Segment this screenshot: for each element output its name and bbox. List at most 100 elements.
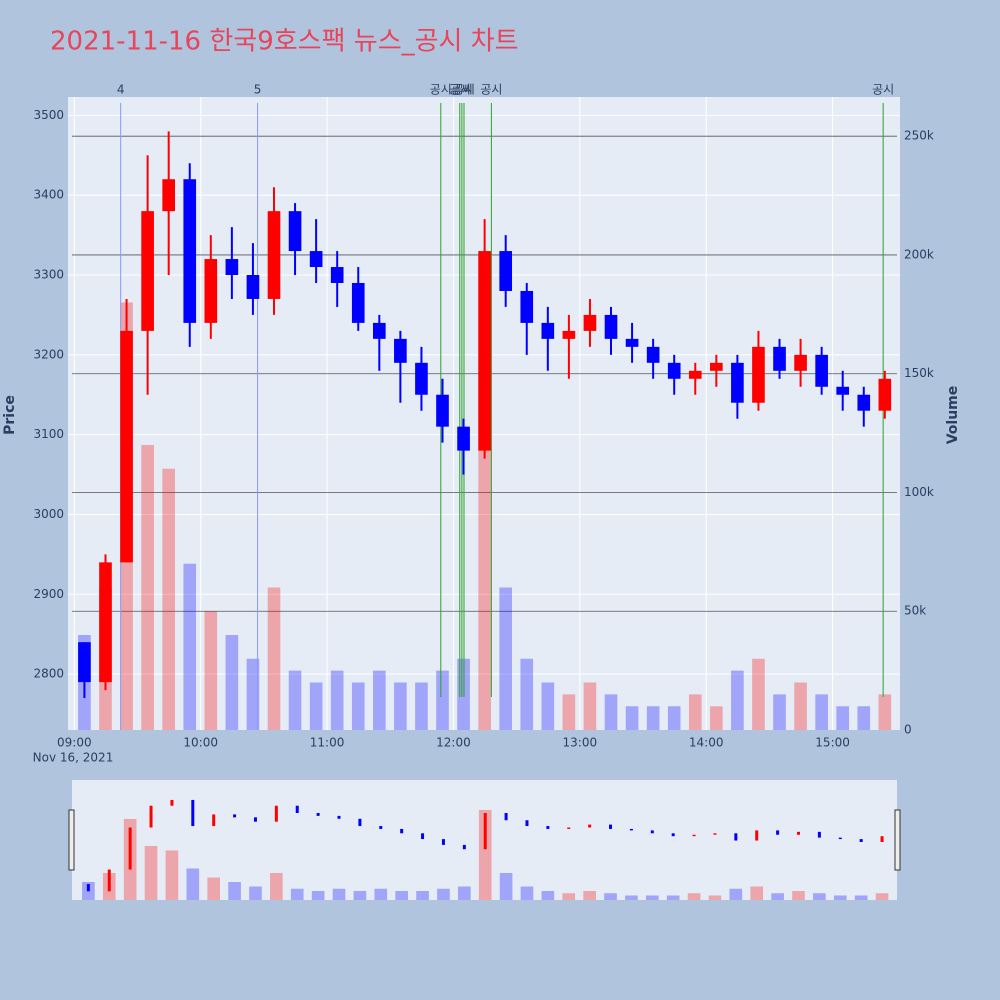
y2-tick-label: 50k [904, 604, 926, 618]
mini-volume-bar [771, 893, 784, 900]
mini-volume-bar [562, 893, 576, 900]
y2-tick-label: 100k [904, 485, 934, 499]
volume-bar [183, 563, 197, 730]
mini-volume-bar [353, 890, 367, 900]
y2-tick-label: 250k [904, 129, 934, 143]
volume-bar [520, 658, 534, 730]
mini-volume-bar [750, 886, 764, 900]
candle-body [878, 378, 892, 411]
candle-body [583, 314, 597, 331]
mini-volume-bar [875, 893, 889, 900]
mini-volume-bar [666, 895, 680, 900]
volume-bar [625, 706, 639, 730]
volume-bar [499, 587, 513, 730]
mini-volume-bar [416, 890, 429, 900]
range-handle[interactable] [68, 809, 75, 871]
annotation-label: 공시 [480, 83, 502, 97]
annotation-label: 공시 [430, 83, 452, 97]
mini-volume-bar [708, 895, 722, 900]
volume-bar [394, 682, 407, 730]
candle-body [309, 251, 323, 268]
annotation-label: 5 [254, 83, 262, 97]
candle-body [351, 282, 365, 323]
volume-bar [330, 670, 344, 730]
volume-bar [415, 682, 428, 730]
mini-volume-bar [687, 893, 701, 900]
mini-volume-bar [290, 888, 304, 900]
candle-body [330, 267, 344, 283]
candle-body [78, 642, 91, 683]
y2-tick-label: 0 [904, 723, 912, 737]
candle-body [541, 322, 555, 339]
volume-bar [604, 694, 618, 730]
annotation-label: 공시 [449, 83, 471, 97]
y-tick-label: 3100 [33, 427, 64, 441]
mini-volume-bar [625, 895, 638, 900]
y2-tick-label: 200k [904, 247, 934, 261]
volume-bar [267, 587, 281, 730]
volume-bar [288, 670, 302, 730]
mini-volume-bar [186, 868, 200, 900]
volume-bar [688, 694, 702, 730]
candle-body [667, 362, 681, 379]
candle-body [688, 370, 702, 379]
volume-bar [878, 694, 892, 730]
mini-volume-bar [813, 893, 826, 900]
x-tick-label: 12:00 [436, 736, 471, 750]
y-tick-label: 3400 [33, 188, 64, 202]
mini-volume-bar [729, 888, 743, 900]
candle-body [499, 251, 513, 291]
annotation-label: 공시 [451, 83, 473, 97]
candle-body [604, 314, 618, 339]
candle-body [183, 179, 197, 323]
mini-volume-bar [458, 886, 471, 900]
mini-volume-bar [520, 886, 534, 900]
candle-body [815, 354, 828, 387]
volume-bar [141, 444, 154, 730]
mini-volume-bar [207, 877, 221, 900]
volume-bar [857, 706, 871, 730]
volume-bar [309, 682, 323, 730]
annotation-label: 4 [117, 83, 125, 97]
x-date-label: Nov 16, 2021 [33, 751, 114, 765]
volume-bar [710, 706, 723, 730]
candle-body [225, 259, 239, 276]
candle-body [478, 251, 491, 451]
mini-volume-bar [144, 845, 158, 900]
candle-body [773, 346, 786, 371]
candle-body [646, 346, 660, 363]
volume-bar [731, 670, 744, 730]
range-handle[interactable] [894, 809, 901, 871]
mini-volume-bar [270, 872, 283, 900]
volume-bar [225, 634, 239, 730]
candle-body [562, 330, 576, 339]
mini-volume-bar [249, 886, 262, 900]
candle-body [436, 394, 449, 427]
volume-bar [815, 694, 828, 730]
y-tick-label: 3200 [33, 347, 64, 361]
volume-bar [562, 694, 576, 730]
y-tick-label: 3500 [33, 108, 64, 122]
candle-body [141, 211, 154, 331]
mini-volume-bar [792, 890, 805, 900]
candle-body [415, 362, 428, 395]
mini-volume-bar [854, 895, 868, 900]
mini-volume-bar [437, 888, 450, 900]
volume-bar [773, 694, 786, 730]
candle-body [752, 346, 765, 403]
candle-body [520, 290, 534, 323]
mini-volume-bar [228, 881, 241, 900]
volume-bar [794, 682, 807, 730]
mini-volume-bar [541, 890, 555, 900]
volume-bar [351, 682, 365, 730]
candle-body [625, 338, 639, 347]
mini-volume-bar [833, 895, 847, 900]
mini-volume-bar [478, 809, 492, 900]
candle-body [246, 275, 260, 299]
candle-body [794, 354, 807, 371]
candle-body [204, 259, 218, 323]
annotation-label: 공시 [453, 83, 475, 97]
volume-bar [436, 670, 449, 730]
volume-bar [646, 706, 660, 730]
